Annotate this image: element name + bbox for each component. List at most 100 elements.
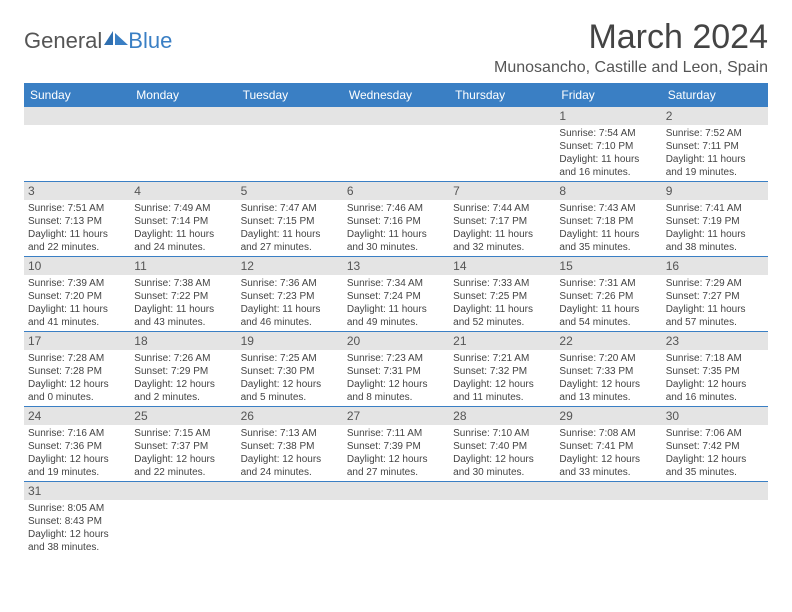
- sunrise-text: Sunrise: 7:51 AM: [28, 202, 126, 215]
- daylight-text: Daylight: 12 hours and 2 minutes.: [134, 378, 232, 404]
- day-cell: [237, 482, 343, 556]
- sunset-text: Sunset: 7:13 PM: [28, 215, 126, 228]
- sunrise-text: Sunrise: 7:38 AM: [134, 277, 232, 290]
- day-cell: 22Sunrise: 7:20 AMSunset: 7:33 PMDayligh…: [555, 332, 661, 406]
- day-number: 1: [555, 107, 661, 125]
- daylight-text: Daylight: 11 hours and 35 minutes.: [559, 228, 657, 254]
- sunrise-text: Sunrise: 7:43 AM: [559, 202, 657, 215]
- empty-day-num: [555, 482, 661, 500]
- day-cell: 6Sunrise: 7:46 AMSunset: 7:16 PMDaylight…: [343, 182, 449, 256]
- daylight-text: Daylight: 12 hours and 19 minutes.: [28, 453, 126, 479]
- week-row: 3Sunrise: 7:51 AMSunset: 7:13 PMDaylight…: [24, 182, 768, 257]
- day-details: Sunrise: 7:52 AMSunset: 7:11 PMDaylight:…: [662, 125, 768, 181]
- title-block: March 2024 Munosancho, Castille and Leon…: [494, 18, 768, 77]
- day-cell: [343, 482, 449, 556]
- sunset-text: Sunset: 7:15 PM: [241, 215, 339, 228]
- sunrise-text: Sunrise: 7:33 AM: [453, 277, 551, 290]
- day-header: Monday: [130, 83, 236, 107]
- daylight-text: Daylight: 12 hours and 35 minutes.: [666, 453, 764, 479]
- sunset-text: Sunset: 7:19 PM: [666, 215, 764, 228]
- day-cell: 10Sunrise: 7:39 AMSunset: 7:20 PMDayligh…: [24, 257, 130, 331]
- sunrise-text: Sunrise: 7:29 AM: [666, 277, 764, 290]
- sunset-text: Sunset: 7:29 PM: [134, 365, 232, 378]
- day-cell: 31Sunrise: 8:05 AMSunset: 8:43 PMDayligh…: [24, 482, 130, 556]
- sunrise-text: Sunrise: 7:11 AM: [347, 427, 445, 440]
- day-number: 10: [24, 257, 130, 275]
- day-details: Sunrise: 7:54 AMSunset: 7:10 PMDaylight:…: [555, 125, 661, 181]
- empty-day-num: [343, 482, 449, 500]
- day-number: 31: [24, 482, 130, 500]
- day-details: Sunrise: 7:28 AMSunset: 7:28 PMDaylight:…: [24, 350, 130, 406]
- day-cell: 15Sunrise: 7:31 AMSunset: 7:26 PMDayligh…: [555, 257, 661, 331]
- day-cell: 27Sunrise: 7:11 AMSunset: 7:39 PMDayligh…: [343, 407, 449, 481]
- daylight-text: Daylight: 12 hours and 16 minutes.: [666, 378, 764, 404]
- sunset-text: Sunset: 7:11 PM: [666, 140, 764, 153]
- daylight-text: Daylight: 11 hours and 30 minutes.: [347, 228, 445, 254]
- daylight-text: Daylight: 12 hours and 13 minutes.: [559, 378, 657, 404]
- day-cell: 24Sunrise: 7:16 AMSunset: 7:36 PMDayligh…: [24, 407, 130, 481]
- day-details: Sunrise: 8:05 AMSunset: 8:43 PMDaylight:…: [24, 500, 130, 556]
- day-headers-row: Sunday Monday Tuesday Wednesday Thursday…: [24, 83, 768, 107]
- day-details: Sunrise: 7:39 AMSunset: 7:20 PMDaylight:…: [24, 275, 130, 331]
- day-cell: 21Sunrise: 7:21 AMSunset: 7:32 PMDayligh…: [449, 332, 555, 406]
- sunrise-text: Sunrise: 7:25 AM: [241, 352, 339, 365]
- sunrise-text: Sunrise: 7:34 AM: [347, 277, 445, 290]
- empty-day-num: [343, 107, 449, 125]
- day-number: 23: [662, 332, 768, 350]
- daylight-text: Daylight: 12 hours and 24 minutes.: [241, 453, 339, 479]
- day-cell: 7Sunrise: 7:44 AMSunset: 7:17 PMDaylight…: [449, 182, 555, 256]
- sunset-text: Sunset: 7:20 PM: [28, 290, 126, 303]
- empty-day-num: [24, 107, 130, 125]
- daylight-text: Daylight: 11 hours and 16 minutes.: [559, 153, 657, 179]
- day-number: 8: [555, 182, 661, 200]
- sunrise-text: Sunrise: 7:49 AM: [134, 202, 232, 215]
- day-number: 27: [343, 407, 449, 425]
- day-details: Sunrise: 7:31 AMSunset: 7:26 PMDaylight:…: [555, 275, 661, 331]
- day-cell: [449, 107, 555, 181]
- day-cell: 17Sunrise: 7:28 AMSunset: 7:28 PMDayligh…: [24, 332, 130, 406]
- day-cell: [237, 107, 343, 181]
- sunrise-text: Sunrise: 7:20 AM: [559, 352, 657, 365]
- day-details: Sunrise: 7:51 AMSunset: 7:13 PMDaylight:…: [24, 200, 130, 256]
- day-number: 13: [343, 257, 449, 275]
- sunset-text: Sunset: 7:17 PM: [453, 215, 551, 228]
- sunset-text: Sunset: 7:16 PM: [347, 215, 445, 228]
- sunrise-text: Sunrise: 7:41 AM: [666, 202, 764, 215]
- day-details: Sunrise: 7:23 AMSunset: 7:31 PMDaylight:…: [343, 350, 449, 406]
- sunrise-text: Sunrise: 7:44 AM: [453, 202, 551, 215]
- day-cell: 3Sunrise: 7:51 AMSunset: 7:13 PMDaylight…: [24, 182, 130, 256]
- sunrise-text: Sunrise: 7:46 AM: [347, 202, 445, 215]
- sunset-text: Sunset: 7:26 PM: [559, 290, 657, 303]
- month-title: March 2024: [494, 18, 768, 57]
- day-details: Sunrise: 7:18 AMSunset: 7:35 PMDaylight:…: [662, 350, 768, 406]
- sunrise-text: Sunrise: 7:16 AM: [28, 427, 126, 440]
- sunset-text: Sunset: 7:35 PM: [666, 365, 764, 378]
- day-cell: 20Sunrise: 7:23 AMSunset: 7:31 PMDayligh…: [343, 332, 449, 406]
- day-cell: 19Sunrise: 7:25 AMSunset: 7:30 PMDayligh…: [237, 332, 343, 406]
- day-header: Saturday: [662, 83, 768, 107]
- day-cell: 11Sunrise: 7:38 AMSunset: 7:22 PMDayligh…: [130, 257, 236, 331]
- day-number: 2: [662, 107, 768, 125]
- sunrise-text: Sunrise: 7:15 AM: [134, 427, 232, 440]
- logo: General Blue: [24, 18, 172, 54]
- day-details: Sunrise: 7:11 AMSunset: 7:39 PMDaylight:…: [343, 425, 449, 481]
- day-details: Sunrise: 7:44 AMSunset: 7:17 PMDaylight:…: [449, 200, 555, 256]
- daylight-text: Daylight: 11 hours and 46 minutes.: [241, 303, 339, 329]
- sunset-text: Sunset: 7:37 PM: [134, 440, 232, 453]
- daylight-text: Daylight: 12 hours and 33 minutes.: [559, 453, 657, 479]
- day-cell: [130, 107, 236, 181]
- empty-day-num: [449, 482, 555, 500]
- empty-day-num: [130, 107, 236, 125]
- daylight-text: Daylight: 11 hours and 57 minutes.: [666, 303, 764, 329]
- day-cell: 5Sunrise: 7:47 AMSunset: 7:15 PMDaylight…: [237, 182, 343, 256]
- location: Munosancho, Castille and Leon, Spain: [494, 59, 768, 77]
- day-details: Sunrise: 7:16 AMSunset: 7:36 PMDaylight:…: [24, 425, 130, 481]
- day-number: 26: [237, 407, 343, 425]
- daylight-text: Daylight: 11 hours and 54 minutes.: [559, 303, 657, 329]
- daylight-text: Daylight: 12 hours and 8 minutes.: [347, 378, 445, 404]
- day-cell: 4Sunrise: 7:49 AMSunset: 7:14 PMDaylight…: [130, 182, 236, 256]
- sunset-text: Sunset: 7:33 PM: [559, 365, 657, 378]
- week-row: 10Sunrise: 7:39 AMSunset: 7:20 PMDayligh…: [24, 257, 768, 332]
- sunrise-text: Sunrise: 7:21 AM: [453, 352, 551, 365]
- day-number: 20: [343, 332, 449, 350]
